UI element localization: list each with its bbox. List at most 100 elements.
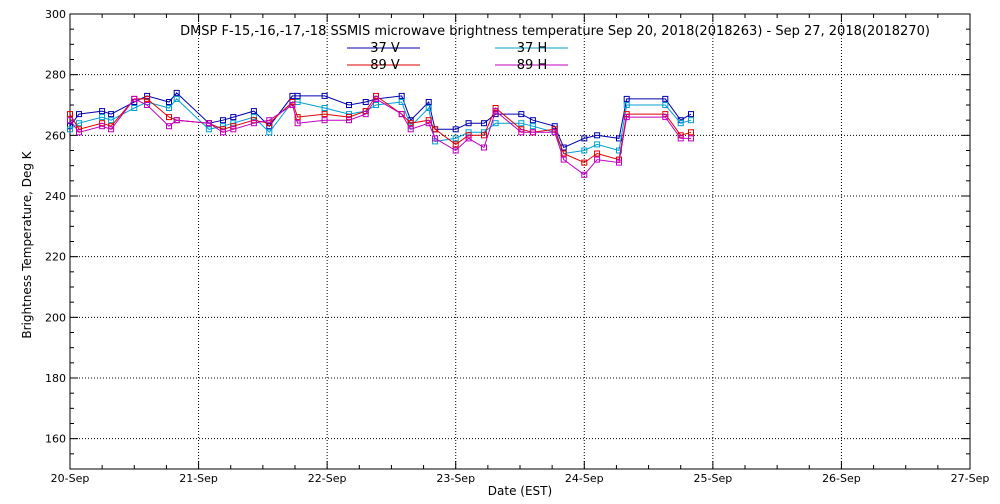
data-point xyxy=(321,92,328,99)
data-point xyxy=(688,129,694,136)
data-point xyxy=(518,129,525,136)
data-point xyxy=(623,114,630,121)
data-point xyxy=(346,102,352,108)
data-point xyxy=(425,120,432,127)
data-point xyxy=(452,126,459,133)
data-point xyxy=(67,117,73,124)
data-point xyxy=(67,111,73,118)
data-point xyxy=(131,95,138,102)
data-point xyxy=(518,120,525,127)
data-point xyxy=(677,120,684,127)
data-point xyxy=(108,126,115,133)
data-point xyxy=(166,99,172,105)
data-point xyxy=(581,135,588,142)
data-point xyxy=(432,135,439,142)
data-point xyxy=(108,117,115,124)
data-point xyxy=(581,159,588,166)
series-line-37-v xyxy=(69,92,692,149)
data-point xyxy=(76,129,82,136)
data-point xyxy=(373,95,379,102)
data-point xyxy=(407,120,414,127)
data-point xyxy=(220,129,226,136)
data-point xyxy=(623,95,630,102)
data-point xyxy=(230,123,237,130)
data-point xyxy=(373,102,379,108)
data-point xyxy=(321,111,328,118)
series-line-37-h xyxy=(69,98,692,155)
data-point xyxy=(529,123,536,130)
data-point xyxy=(481,132,487,139)
x-tick-label: 24-Sep xyxy=(565,472,604,485)
data-point xyxy=(67,126,73,133)
data-point xyxy=(289,102,296,108)
data-point xyxy=(688,117,694,124)
data-point xyxy=(529,117,536,124)
x-tick-label: 20-Sep xyxy=(51,472,90,485)
data-point xyxy=(144,102,151,108)
chart-title: DMSP F-15,-16,-17,-18 SSMIS microwave br… xyxy=(180,24,930,39)
x-tick-label: 25-Sep xyxy=(694,472,733,485)
data-point xyxy=(166,105,172,111)
data-point xyxy=(465,135,472,142)
data-point xyxy=(465,132,472,139)
tick-label-layer: 160 180 200 220 240 260 280 300 20-Sep 21-Sep 22-S… xyxy=(45,8,989,485)
data-point xyxy=(481,144,487,151)
x-tick-label: 23-Sep xyxy=(436,472,475,485)
data-point xyxy=(144,95,151,102)
y-tick-label: 280 xyxy=(45,69,66,82)
data-point xyxy=(250,120,257,127)
data-point xyxy=(398,111,405,118)
data-point xyxy=(465,120,472,127)
series-line-89-h xyxy=(69,98,691,176)
data-point xyxy=(250,108,257,115)
data-point xyxy=(688,135,694,142)
data-point xyxy=(266,129,273,136)
x-tick-label: 21-Sep xyxy=(179,472,218,485)
data-point xyxy=(99,123,106,130)
data-point xyxy=(581,147,588,154)
data-point xyxy=(481,120,487,127)
y-tick-label: 220 xyxy=(45,251,66,264)
data-point xyxy=(677,135,684,142)
data-point xyxy=(594,156,601,163)
data-point xyxy=(346,114,352,121)
data-point xyxy=(294,120,301,127)
data-point xyxy=(220,117,226,124)
data-point xyxy=(662,95,669,102)
data-point xyxy=(662,114,669,121)
legend-label-89-h: 89 H xyxy=(517,58,547,73)
x-tick-label: 26-Sep xyxy=(822,472,861,485)
data-point xyxy=(425,99,432,105)
data-point xyxy=(131,105,138,111)
data-point xyxy=(616,159,622,166)
data-point xyxy=(452,147,459,154)
minor-tick-layer xyxy=(69,13,971,470)
data-point xyxy=(551,129,558,136)
data-point xyxy=(108,111,115,118)
data-point xyxy=(250,114,257,121)
x-tick-label: 22-Sep xyxy=(308,472,347,485)
plot-area xyxy=(69,13,971,470)
legend: 37 V 37 H 89 V 89 H xyxy=(347,41,568,73)
data-point xyxy=(594,141,601,148)
data-point xyxy=(99,108,106,115)
data-point xyxy=(662,102,669,108)
data-point xyxy=(205,126,212,133)
grid-layer xyxy=(70,14,970,469)
y-tick-label: 240 xyxy=(45,190,66,203)
data-point xyxy=(266,117,273,124)
data-point xyxy=(398,92,405,99)
data-point xyxy=(425,105,432,111)
data-point xyxy=(166,114,172,121)
data-point xyxy=(492,120,499,127)
data-point xyxy=(594,150,601,157)
y-tick-label: 160 xyxy=(45,433,66,446)
series-layer xyxy=(67,89,694,178)
data-point xyxy=(594,132,601,139)
data-point xyxy=(99,114,106,121)
data-point xyxy=(398,99,405,105)
data-point xyxy=(230,126,237,133)
data-point xyxy=(551,123,558,130)
data-point xyxy=(321,117,328,124)
